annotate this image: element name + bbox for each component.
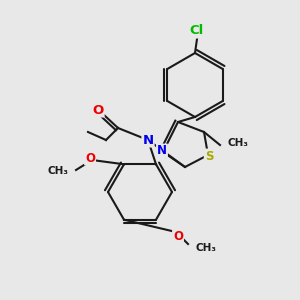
Text: CH₃: CH₃ — [228, 138, 249, 148]
Text: CH₃: CH₃ — [47, 166, 68, 176]
Text: N: N — [157, 145, 167, 158]
Text: CH₃: CH₃ — [196, 243, 217, 253]
Text: O: O — [92, 103, 104, 116]
Text: O: O — [173, 230, 183, 242]
Text: O: O — [85, 152, 95, 164]
Text: Cl: Cl — [190, 25, 204, 38]
Text: N: N — [142, 134, 154, 146]
Text: S: S — [205, 149, 213, 163]
